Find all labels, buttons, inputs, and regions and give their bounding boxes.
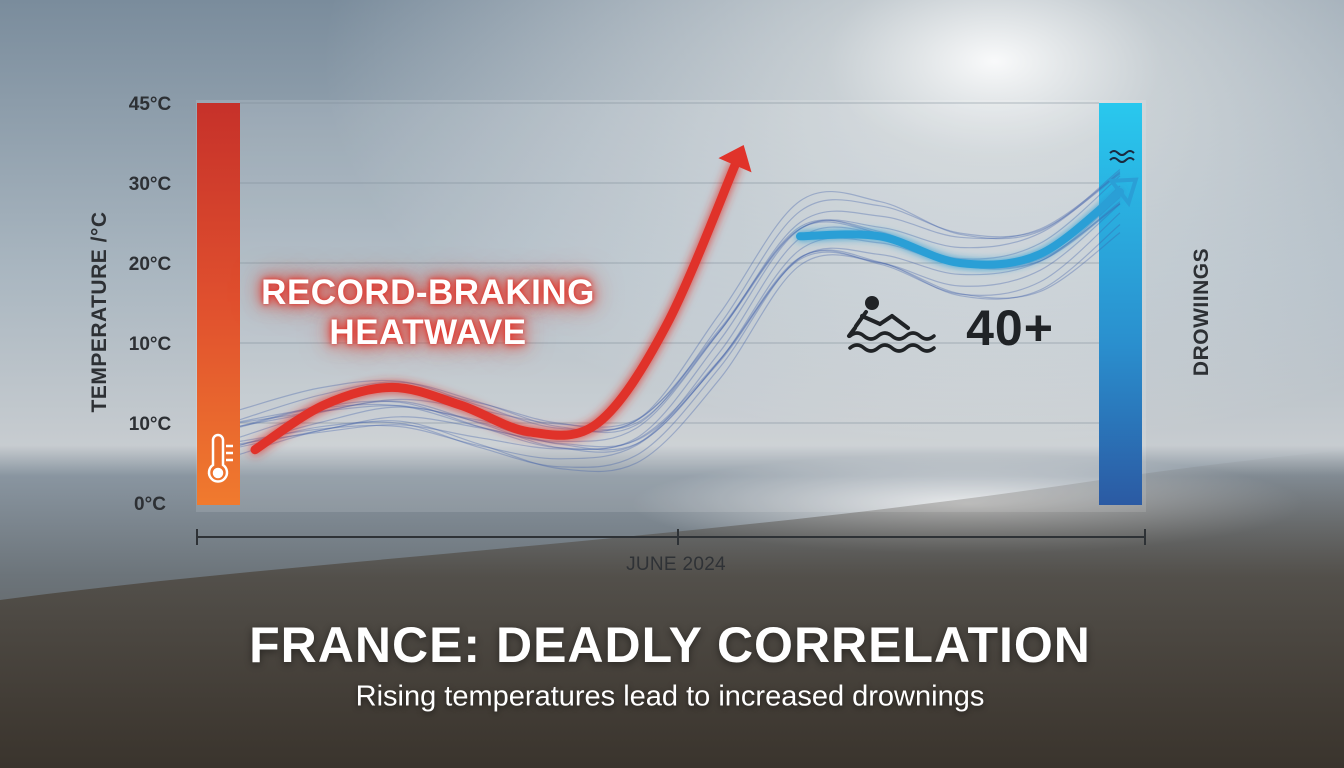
- y-tick-label: 30°C: [129, 174, 172, 195]
- heatwave-arrowhead: [718, 145, 752, 173]
- y-tick-label: 10°C: [129, 334, 172, 355]
- x-axis-label: JUNE 2024: [626, 554, 726, 575]
- thermometer-icon: [207, 433, 233, 483]
- drownings-series-line: [796, 187, 1124, 269]
- annotation-line-2: HEATWAVE: [329, 313, 527, 352]
- x-axis: [196, 529, 1146, 545]
- heatwave-series-line: [250, 160, 740, 455]
- y-axis-label: TEMPERATURE /°C: [88, 211, 111, 413]
- temperature-scale-bar: [197, 103, 240, 505]
- wave-marker-icon: [1109, 150, 1135, 163]
- drownings-scale-bar: [1099, 103, 1142, 505]
- chart-subtitle: Rising temperatures lead to increased dr…: [355, 680, 985, 713]
- y-tick-label: 10°C: [129, 414, 172, 435]
- y-tick-label: 20°C: [129, 254, 172, 275]
- swimmer-icon: [847, 296, 936, 353]
- y-tick-label: 45°C: [129, 94, 172, 115]
- heatwave-annotation: RECORD-BRAKING HEATWAVE: [261, 273, 595, 353]
- chart-title: FRANCE: DEADLY CORRELATION: [249, 617, 1091, 673]
- y-axis-ticks: 0°C 10°C 10°C 20°C 30°C 45°C: [129, 94, 172, 515]
- drownings-arrowhead: [1107, 177, 1139, 208]
- y-tick-label: 0°C: [134, 494, 166, 515]
- drownings-stat: 40+: [966, 300, 1054, 356]
- annotation-line-1: RECORD-BRAKING: [261, 273, 595, 312]
- secondary-axis-label: DROWIINGS: [1190, 247, 1213, 377]
